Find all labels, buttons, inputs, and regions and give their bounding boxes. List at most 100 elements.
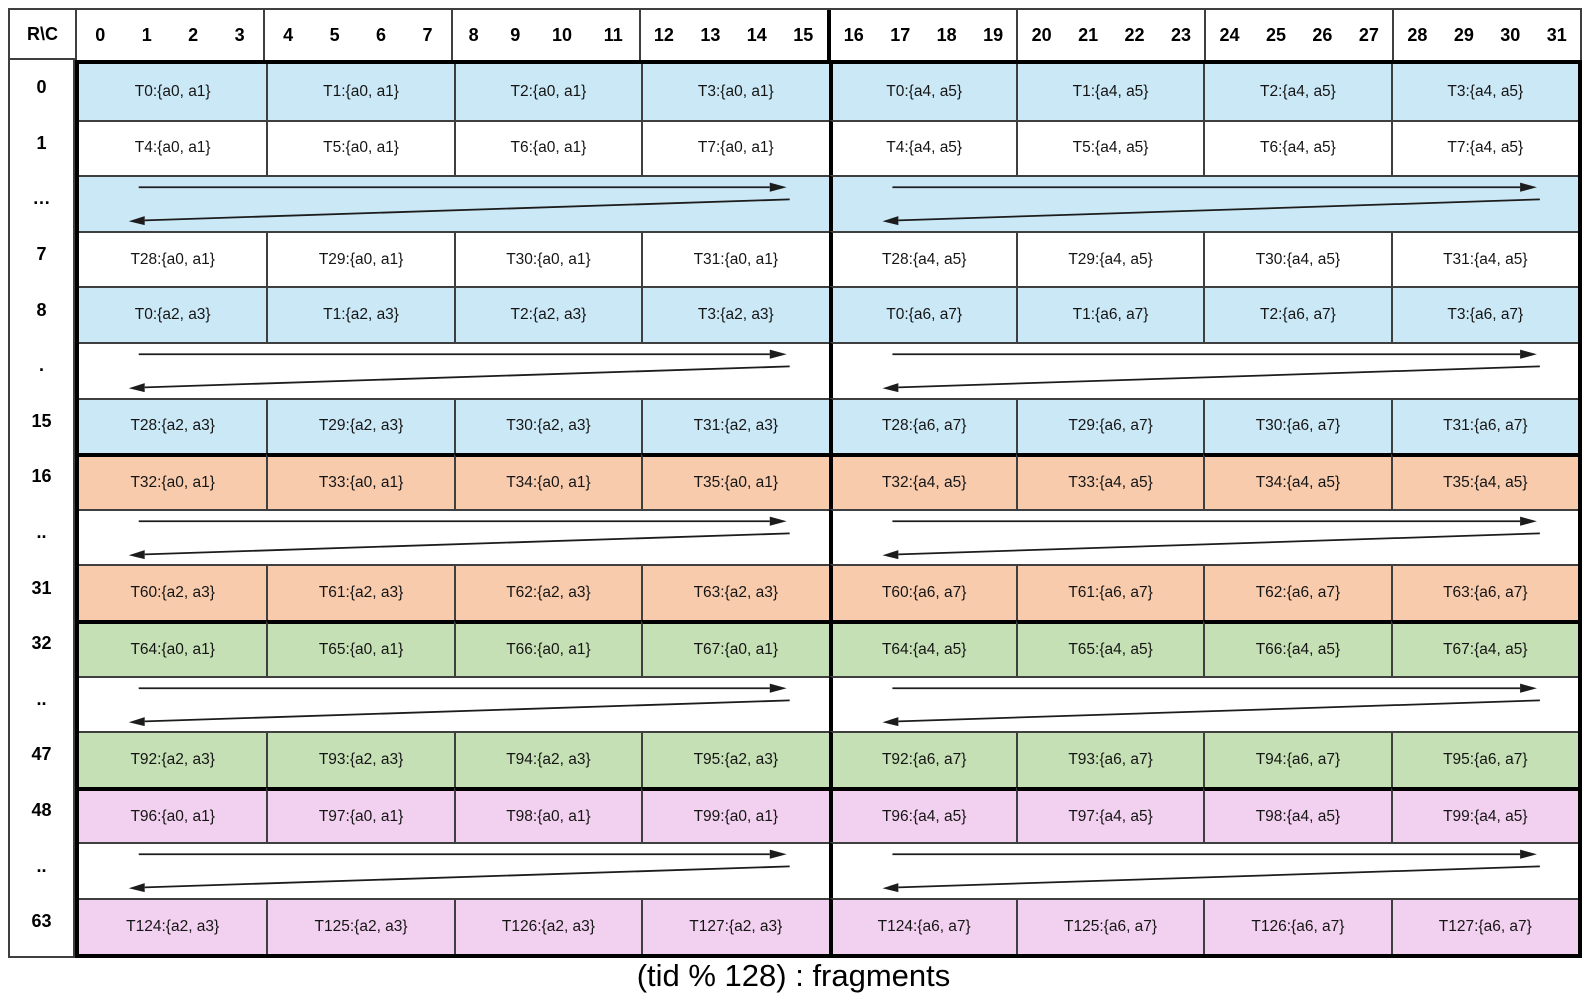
thread-fragment-cell: T60:{a2, a3}	[79, 564, 267, 620]
row-label: ..	[36, 855, 47, 876]
thread-fragment-cell: T1:{a4, a5}	[1015, 64, 1204, 120]
row-label: 1	[36, 132, 47, 153]
thread-fragment-cell: T67:{a4, a5}	[1390, 619, 1578, 676]
thread-fragment-cell: T35:{a0, a1}	[641, 453, 829, 509]
row-label: ..	[36, 688, 47, 709]
thread-fragment-cell: T124:{a2, a3}	[79, 897, 267, 954]
thread-fragment-cell: T7:{a4, a5}	[1390, 119, 1578, 176]
column-index: 12	[653, 24, 674, 45]
column-index: 17	[890, 24, 911, 45]
thread-fragment-cell: T63:{a6, a7}	[1390, 564, 1578, 620]
thread-fragment-cell: T2:{a0, a1}	[453, 64, 642, 120]
thread-fragment-cell: T6:{a0, a1}	[453, 119, 642, 176]
thread-fragment-cell: T92:{a6, a7}	[828, 731, 1016, 787]
thread-fragment-cell: T3:{a2, a3}	[641, 286, 829, 342]
thread-fragment-cell: T1:{a2, a3}	[266, 286, 454, 342]
thread-fragment-cell: T0:{a2, a3}	[79, 286, 267, 342]
thread-fragment-cell: T95:{a6, a7}	[1390, 731, 1578, 787]
snake-traversal-arrow	[79, 175, 829, 231]
thread-fragment-cell: T29:{a0, a1}	[266, 230, 454, 287]
thread-fragment-cell: T0:{a4, a5}	[828, 64, 1016, 120]
table-body: 0 1… 7 8. 15 16.. 31 32.. 47 48.. 63 T0:{a0, a1} T1…	[8, 60, 1582, 958]
thread-fragment-cell: T4:{a4, a5}	[828, 119, 1016, 176]
header-row: R\C 0 1 2 3 4 5 6 7 8 9 10 11 12 13 14 15 16 17 18 19 20 21 22…	[8, 8, 1582, 60]
thread-fragment-cell: T60:{a6, a7}	[828, 564, 1016, 620]
thread-fragment-cell: T66:{a0, a1}	[453, 619, 642, 676]
thread-fragment-cell: T96:{a0, a1}	[79, 786, 267, 843]
thread-fragment-cell: T34:{a4, a5}	[1203, 453, 1391, 509]
thread-fragment-cell: T32:{a4, a5}	[828, 453, 1016, 509]
thread-fragment-cell: T3:{a6, a7}	[1390, 286, 1578, 342]
thread-fragment-cell: T28:{a6, a7}	[828, 397, 1016, 454]
snake-traversal-arrow	[828, 175, 1578, 231]
column-index: 21	[1078, 24, 1099, 45]
column-index: 19	[983, 24, 1004, 45]
thread-fragment-cell: T93:{a6, a7}	[1015, 731, 1204, 787]
thread-fragment-cell: T61:{a2, a3}	[266, 564, 454, 620]
column-group-header: 8 9 10 11	[450, 10, 639, 60]
thread-fragment-cell: T5:{a0, a1}	[266, 119, 454, 176]
thread-fragment-cell: T3:{a4, a5}	[1390, 64, 1578, 120]
thread-fragment-cell: T31:{a6, a7}	[1390, 397, 1578, 454]
thread-fragment-cell: T35:{a4, a5}	[1390, 453, 1578, 509]
thread-fragment-cell: T30:{a2, a3}	[453, 397, 642, 454]
column-index: 18	[936, 24, 957, 45]
row-label: .	[38, 355, 44, 376]
snake-traversal-arrow	[828, 675, 1578, 732]
snake-arrow-icon	[882, 182, 1540, 226]
column-index: 24	[1219, 24, 1240, 45]
column-group-headers: 0 1 2 3 4 5 6 7 8 9 10 11 12 13 14 15 16 17 18 19 20 21 22 23 24…	[75, 8, 1582, 60]
thread-fragment-cell: T0:{a6, a7}	[828, 286, 1016, 342]
column-index: 20	[1031, 24, 1052, 45]
thread-fragment-cell: T66:{a4, a5}	[1203, 619, 1391, 676]
snake-arrow-icon	[128, 849, 790, 893]
thread-fragment-cell: T67:{a0, a1}	[641, 619, 829, 676]
thread-fragment-cell: T6:{a4, a5}	[1203, 119, 1391, 176]
row-label: 31	[31, 577, 52, 598]
thread-fragment-cell: T33:{a4, a5}	[1015, 453, 1204, 509]
row-label: 15	[31, 410, 52, 431]
row-label: 0	[36, 77, 47, 98]
thread-fragment-cell: T64:{a4, a5}	[828, 619, 1016, 676]
snake-arrow-icon	[882, 349, 1540, 393]
thread-fragment-cell: T31:{a0, a1}	[641, 230, 829, 287]
mapping-table: R\C 0 1 2 3 4 5 6 7 8 9 10 11 12 13 14 15 16 17 18 19 20 21 22…	[8, 8, 1582, 958]
thread-fragment-cell: T62:{a2, a3}	[453, 564, 642, 620]
column-index: 16	[843, 24, 864, 45]
snake-arrow-icon	[128, 182, 790, 226]
column-group-header: 28 29 30 31	[1392, 10, 1580, 60]
column-index: 2	[188, 24, 199, 45]
snake-traversal-arrow	[79, 508, 829, 565]
column-index: 1	[141, 24, 152, 45]
thread-fragment-cell: T125:{a6, a7}	[1015, 897, 1204, 954]
thread-fragment-cell: T65:{a0, a1}	[266, 619, 454, 676]
snake-traversal-arrow	[828, 341, 1578, 398]
column-index: 22	[1124, 24, 1145, 45]
row-label: 32	[31, 633, 52, 654]
column-index: 8	[468, 24, 479, 45]
snake-traversal-arrow	[79, 341, 829, 398]
thread-fragment-cell: T29:{a2, a3}	[266, 397, 454, 454]
thread-fragment-cell: T28:{a0, a1}	[79, 230, 267, 287]
thread-fragment-cell: T3:{a0, a1}	[641, 64, 829, 120]
column-group-header: 4 5 6 7	[262, 10, 451, 60]
thread-fragment-cell: T29:{a4, a5}	[1015, 230, 1204, 287]
column-index: 0	[95, 24, 106, 45]
column-index: 15	[793, 24, 814, 45]
thread-fragment-cell: T2:{a6, a7}	[1203, 286, 1391, 342]
column-index: 26	[1312, 24, 1333, 45]
column-group-header: 0 1 2 3	[77, 10, 263, 60]
thread-fragment-cell: T32:{a0, a1}	[79, 453, 267, 509]
thread-fragment-cell: T0:{a0, a1}	[79, 64, 267, 120]
column-index: 29	[1453, 24, 1474, 45]
thread-fragment-cell: T30:{a0, a1}	[453, 230, 642, 287]
thread-fragment-cell: T28:{a2, a3}	[79, 397, 267, 454]
snake-arrow-icon	[882, 683, 1540, 726]
thread-fragment-cell: T4:{a0, a1}	[79, 119, 267, 176]
thread-fragment-cell: T30:{a6, a7}	[1203, 397, 1391, 454]
row-label: ..	[36, 522, 47, 543]
thread-fragment-cell: T5:{a4, a5}	[1015, 119, 1204, 176]
snake-arrow-icon	[128, 683, 790, 726]
thread-fragment-cell: T2:{a4, a5}	[1203, 64, 1391, 120]
